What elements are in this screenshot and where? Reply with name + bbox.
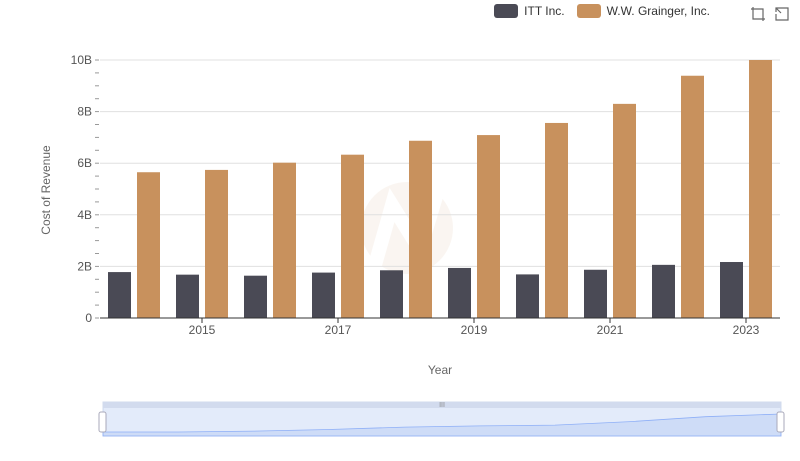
restore-icon[interactable] <box>774 6 790 22</box>
bar-itt-2020[interactable] <box>516 274 539 318</box>
data-zoom-slider[interactable]: III <box>98 401 785 437</box>
y-tick-label: 8B <box>77 105 92 119</box>
y-axis-label: Cost of Revenue <box>39 145 53 235</box>
x-tick-label: 2015 <box>189 323 216 337</box>
legend-item-grainger[interactable]: W.W. Grainger, Inc. <box>576 4 710 18</box>
legend-item-itt[interactable]: ITT Inc. <box>494 4 565 18</box>
bar-itt-2015[interactable] <box>176 274 199 318</box>
bar-grainger-2021[interactable] <box>613 103 636 318</box>
y-tick-label: 4B <box>77 208 92 222</box>
watermark-logo <box>361 182 453 274</box>
bar-itt-2018[interactable] <box>380 270 403 318</box>
bar-grainger-2020[interactable] <box>545 122 568 319</box>
bar-itt-2016[interactable] <box>244 275 267 318</box>
x-tick-label: 2019 <box>461 323 488 337</box>
y-tick-label: 10B <box>71 53 92 67</box>
y-tick-label: 6B <box>77 156 92 170</box>
bar-grainger-2016[interactable] <box>273 162 296 318</box>
x-axis-label: Year <box>428 363 452 377</box>
toolbox <box>750 6 790 22</box>
x-tick-label: 2023 <box>733 323 760 337</box>
bar-itt-2023[interactable] <box>720 262 743 318</box>
bar-grainger-2015[interactable] <box>205 169 228 318</box>
bar-grainger-2014[interactable] <box>137 172 160 318</box>
bar-itt-2017[interactable] <box>312 272 335 318</box>
legend-swatch-itt <box>494 4 519 18</box>
bar-grainger-2018[interactable] <box>409 140 432 318</box>
legend-swatch-grainger <box>576 4 601 18</box>
bar-itt-2019[interactable] <box>448 267 471 318</box>
zoom-icon[interactable] <box>750 6 766 22</box>
bar-itt-2021[interactable] <box>584 269 607 318</box>
bar-grainger-2017[interactable] <box>341 154 364 318</box>
bar-itt-2014[interactable] <box>108 272 131 318</box>
data-zoom-handle-left[interactable] <box>98 411 107 433</box>
bar-grainger-2022[interactable] <box>681 75 704 318</box>
data-zoom-top-bar[interactable] <box>103 402 781 408</box>
bar-grainger-2023[interactable] <box>749 60 772 318</box>
legend-label-itt: ITT Inc. <box>524 4 565 18</box>
bar-itt-2022[interactable] <box>652 264 675 318</box>
x-tick-label: 2021 <box>597 323 624 337</box>
legend: ITT Inc. W.W. Grainger, Inc. <box>494 4 710 18</box>
y-tick-label: 2B <box>77 259 92 273</box>
legend-label-grainger: W.W. Grainger, Inc. <box>606 4 710 18</box>
x-tick-label: 2017 <box>325 323 352 337</box>
data-zoom-grip: III <box>439 402 445 409</box>
bar-grainger-2019[interactable] <box>477 135 500 318</box>
y-tick-label: 0 <box>85 311 92 325</box>
data-zoom-handle-right[interactable] <box>776 411 785 433</box>
